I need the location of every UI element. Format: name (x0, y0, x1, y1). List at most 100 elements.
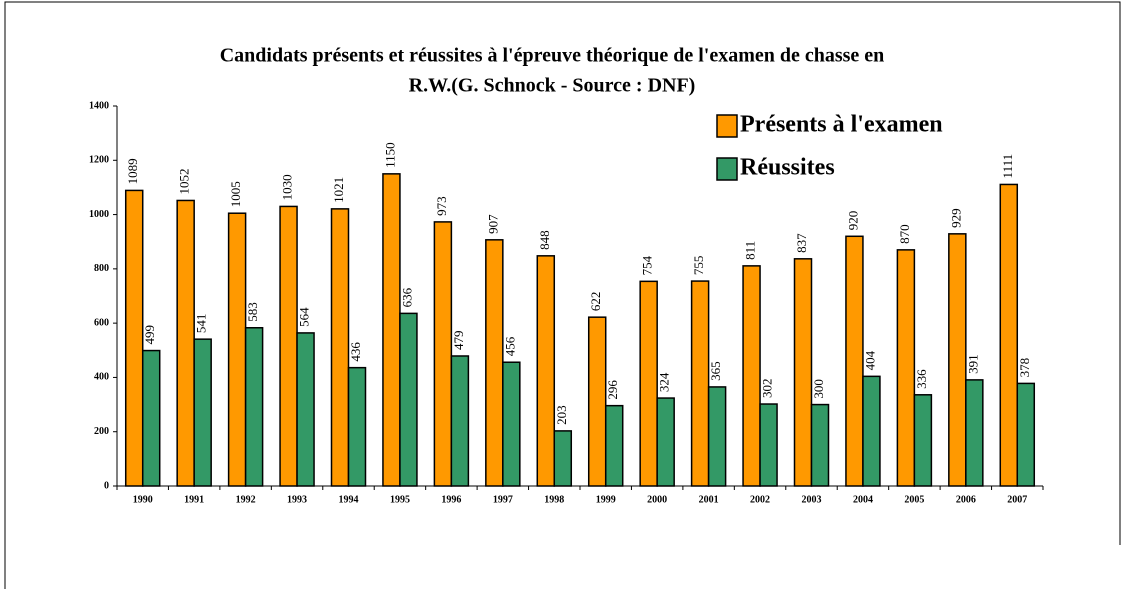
bar (502, 361, 521, 487)
bar (124, 189, 144, 487)
bar (862, 375, 881, 487)
x-tick-label: 2001 (699, 494, 719, 505)
bar (553, 430, 573, 487)
bar (279, 205, 298, 487)
bar (450, 355, 470, 487)
bar (742, 265, 761, 487)
x-tick-label: 1991 (184, 494, 204, 505)
bar (604, 404, 624, 487)
value-label: 564 (297, 307, 312, 327)
x-tick-label: 1998 (544, 494, 564, 505)
x-tick-label: 1994 (339, 494, 359, 505)
chart-title: R.W.(G. Schnock - Source : DNF) (409, 75, 696, 97)
legend-swatch (716, 157, 738, 181)
bar (759, 403, 778, 487)
frame (4, 1, 1121, 589)
value-label: 1089 (125, 158, 140, 184)
value-label: 302 (760, 379, 775, 399)
value-label: 754 (640, 255, 655, 275)
y-tick-label: 0 (104, 480, 109, 491)
bar (793, 258, 813, 487)
y-tick-label: 1000 (89, 209, 109, 220)
bar (296, 332, 315, 487)
value-label: 203 (554, 405, 569, 425)
bar (948, 233, 967, 487)
value-label: 1021 (331, 177, 346, 203)
bar (587, 316, 607, 487)
value-label: 811 (743, 241, 758, 260)
bar (399, 312, 418, 487)
bar (433, 221, 453, 487)
bar (810, 403, 830, 487)
y-tick-label: 200 (94, 426, 109, 437)
y-tick-label: 1200 (89, 155, 109, 166)
bar (330, 208, 350, 487)
bar (382, 173, 401, 487)
bar (176, 199, 195, 487)
value-label: 929 (948, 208, 963, 228)
value-label: 920 (845, 211, 860, 231)
value-label: 479 (451, 330, 466, 350)
bar (896, 249, 916, 487)
bar (639, 280, 658, 487)
x-tick-label: 2002 (750, 494, 770, 505)
value-label: 837 (794, 233, 809, 253)
bar (656, 397, 675, 487)
bar (244, 327, 264, 487)
x-tick-label: 2003 (802, 494, 822, 505)
value-label: 1030 (280, 174, 295, 200)
value-label: 391 (965, 354, 980, 374)
value-label: 296 (605, 380, 620, 400)
value-label: 336 (914, 369, 929, 389)
bar (227, 212, 247, 487)
legend-label: Présents à l'examen (740, 112, 943, 138)
bar (965, 379, 984, 487)
value-label: 848 (537, 230, 552, 250)
x-tick-label: 1995 (390, 494, 410, 505)
value-label: 1150 (382, 142, 397, 168)
value-label: 365 (708, 361, 723, 381)
value-label: 436 (348, 342, 363, 362)
bar (485, 239, 504, 487)
x-tick-label: 1992 (236, 494, 256, 505)
value-label: 1052 (177, 168, 192, 194)
value-label: 1005 (228, 181, 243, 207)
y-tick-label: 600 (94, 317, 109, 328)
x-tick-label: 2007 (1007, 494, 1027, 505)
x-tick-label: 2006 (956, 494, 976, 505)
x-tick-label: 1993 (287, 494, 307, 505)
value-label: 300 (811, 379, 826, 399)
value-label: 583 (245, 302, 260, 322)
bar (913, 394, 933, 487)
value-label: 870 (897, 224, 912, 244)
bar (707, 386, 727, 487)
value-label: 907 (485, 214, 500, 234)
x-tick-label: 2005 (904, 494, 924, 505)
bar (141, 349, 161, 487)
y-tick-label: 400 (94, 372, 109, 383)
value-label: 456 (502, 336, 517, 356)
value-label: 404 (862, 350, 877, 370)
y-tick-label: 1400 (89, 100, 109, 111)
x-tick-label: 1999 (596, 494, 616, 505)
x-tick-label: 1997 (493, 494, 513, 505)
bar (1016, 382, 1036, 487)
value-label: 622 (588, 292, 603, 312)
legend-label: Réussites (740, 155, 835, 181)
value-label: 378 (1017, 358, 1032, 378)
value-label: 324 (657, 372, 672, 392)
chart-title: Candidats présents et réussites à l'épre… (220, 45, 885, 67)
value-label: 755 (691, 256, 706, 276)
bar (845, 235, 864, 487)
bar (999, 183, 1019, 487)
bar (193, 338, 212, 487)
x-tick-label: 1996 (441, 494, 461, 505)
value-label: 1111 (1000, 154, 1015, 179)
y-tick-label: 800 (94, 263, 109, 274)
value-label: 973 (434, 196, 449, 216)
legend-swatch (716, 114, 738, 138)
bar (347, 366, 367, 487)
bar (690, 280, 710, 487)
x-tick-label: 2004 (853, 494, 873, 505)
